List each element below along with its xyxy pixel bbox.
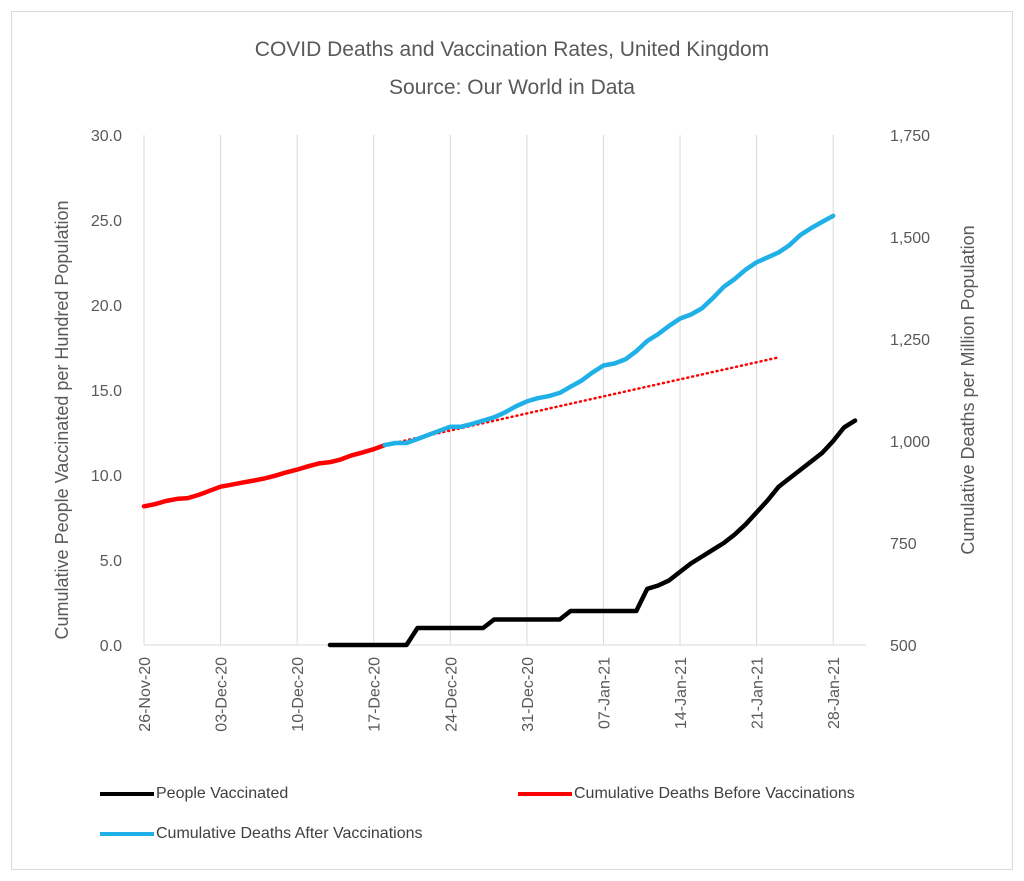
x-tick-label: 28-Jan-21: [826, 657, 843, 729]
legend-label: Cumulative Deaths After Vaccinations: [156, 825, 423, 842]
gridlines: [143, 135, 866, 646]
x-tick-label: 03-Dec-20: [214, 657, 231, 732]
right-tick-label: 1,500: [890, 230, 930, 247]
left-tick-label: 30.0: [91, 128, 122, 145]
chart-frame: [11, 11, 1013, 870]
legend-swatch-red: [518, 792, 572, 796]
series-line-people-vaccinated: [327, 418, 858, 648]
x-tick-label: 24-Dec-20: [443, 657, 460, 732]
x-tick-label: 14-Jan-21: [673, 657, 690, 729]
left-tick-label: 10.0: [91, 468, 122, 485]
x-tick-label: 21-Jan-21: [750, 657, 767, 729]
chart-title: COVID Deaths and Vaccination Rates, Unit…: [254, 38, 770, 61]
legend-item-people-vaccinated: People Vaccinated: [100, 785, 288, 803]
x-tick-label: 31-Dec-20: [520, 657, 537, 732]
legend-swatch-blue: [100, 832, 154, 836]
x-tick-label: 10-Dec-20: [290, 657, 307, 732]
series-lines: [141, 213, 858, 648]
right-tick-label: 1,750: [890, 128, 930, 145]
legend-item-deaths-before: Cumulative Deaths Before Vaccinations: [518, 785, 855, 803]
left-tick-label: 25.0: [91, 213, 122, 230]
right-tick-label: 1,000: [890, 434, 930, 451]
left-tick-label: 5.0: [100, 553, 122, 570]
legend-swatch-black: [100, 792, 154, 796]
x-tick-label: 07-Jan-21: [596, 657, 613, 729]
right-tick-label: 750: [890, 536, 917, 553]
chart-subtitle: Source: Our World in Data: [389, 76, 635, 99]
right-axis-ticks: 500 750 1,000 1,250 1,500 1,750: [890, 128, 930, 655]
left-tick-label: 15.0: [91, 383, 122, 400]
series-line-cumulative-deaths-after-vaccinations: [382, 213, 836, 448]
legend-label: Cumulative Deaths Before Vaccinations: [574, 785, 855, 802]
x-tick-label: 26-Nov-20: [137, 657, 154, 732]
left-tick-label: 0.0: [100, 638, 122, 655]
left-axis-label: Cumulative People Vaccinated per Hundred…: [52, 201, 72, 640]
x-tick-label: 17-Dec-20: [367, 657, 384, 732]
legend-label: People Vaccinated: [156, 785, 289, 802]
x-axis-ticks: 26-Nov-20 03-Dec-20 10-Dec-20 17-Dec-20 24-D…: [137, 657, 843, 732]
right-tick-label: 1,250: [890, 332, 930, 349]
legend-item-deaths-after: Cumulative Deaths After Vaccinations: [100, 825, 423, 843]
trendline-deaths-before: [383, 356, 780, 447]
right-tick-label: 500: [890, 638, 917, 655]
left-tick-label: 20.0: [91, 298, 122, 315]
series-line-cumulative-deaths-before-vaccinations: [141, 442, 387, 509]
left-axis-ticks: 0.0 5.0 10.0 15.0 20.0 25.0 30.0: [91, 128, 122, 655]
right-axis-label: Cumulative Deaths per Million Population: [958, 225, 978, 554]
